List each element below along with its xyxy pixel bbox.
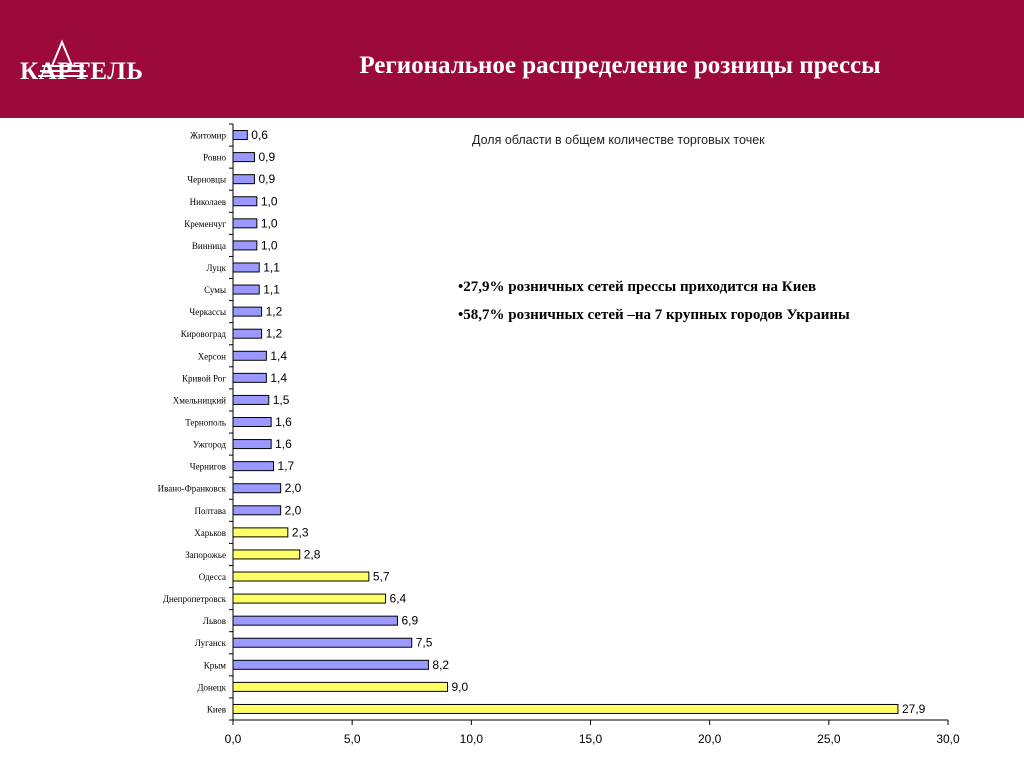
x-tick-label: 15,0 <box>579 732 603 746</box>
x-tick-label: 5,0 <box>344 732 361 746</box>
bar <box>232 196 258 207</box>
bar <box>232 483 282 494</box>
value-label: 1,1 <box>263 283 280 297</box>
category-label: Киев <box>207 704 226 714</box>
value-label: 1,0 <box>261 194 278 208</box>
bar <box>232 218 258 229</box>
bar <box>232 593 387 604</box>
bar <box>232 527 289 538</box>
x-tick-label: 10,0 <box>460 732 484 746</box>
note-kiev: •27,9% розничных сетей прессы приходится… <box>458 279 817 295</box>
value-label: 1,6 <box>275 437 292 451</box>
category-label: Тернополь <box>185 418 226 428</box>
value-label: 1,6 <box>275 415 292 429</box>
x-tick-label: 20,0 <box>698 732 722 746</box>
value-label: 1,0 <box>261 238 278 252</box>
value-label: 1,0 <box>261 216 278 230</box>
value-label: 5,7 <box>373 570 390 584</box>
value-label: 2,3 <box>292 525 309 539</box>
value-label: 9,0 <box>452 680 469 694</box>
bar <box>232 262 260 273</box>
category-label: Житомир <box>190 131 227 141</box>
bar <box>232 174 255 185</box>
value-label: 6,4 <box>390 592 407 606</box>
value-label: 1,4 <box>270 371 287 385</box>
category-label: Ужгород <box>193 440 227 450</box>
category-label: Донецк <box>197 682 226 692</box>
bar <box>232 637 413 648</box>
page-title: Региональное распределение розницы пресс… <box>359 52 881 79</box>
value-label: 6,9 <box>401 614 418 628</box>
category-label: Винница <box>192 241 226 251</box>
value-label: 8,2 <box>432 658 449 672</box>
category-label: Харьков <box>194 528 226 538</box>
bar <box>232 394 270 405</box>
x-tick-label: 25,0 <box>817 732 841 746</box>
category-label: Сумы <box>204 285 226 295</box>
value-label: 0,9 <box>258 150 275 164</box>
category-label: Львов <box>203 616 226 626</box>
bar <box>232 306 263 317</box>
category-label: Днепропетровск <box>163 594 227 604</box>
category-label: Кременчуг <box>184 219 226 229</box>
category-label: Николаев <box>190 197 226 207</box>
value-label: 27,9 <box>902 702 926 716</box>
x-tick-label: 0,0 <box>225 732 242 746</box>
category-label: Хмельницкий <box>173 395 226 405</box>
value-label: 7,5 <box>416 636 433 650</box>
value-label: 1,2 <box>266 327 283 341</box>
logo-text: КАРТЕЛЬ <box>20 58 144 85</box>
x-tick-label: 30,0 <box>936 732 960 746</box>
category-label: Черкассы <box>189 307 226 317</box>
category-label: Чернигов <box>190 462 226 472</box>
category-label: Луганск <box>195 638 227 648</box>
value-label: 0,6 <box>251 128 268 142</box>
bar <box>232 659 429 670</box>
value-label: 1,4 <box>270 349 287 363</box>
bar <box>232 372 267 383</box>
bar <box>232 350 267 361</box>
kartel-logo: КАРТЕЛЬ <box>18 38 188 94</box>
bar <box>232 505 282 516</box>
bar <box>232 152 255 163</box>
bar <box>232 284 260 295</box>
notes-block: •27,9% розничных сетей прессы приходится… <box>458 279 998 335</box>
value-label: 1,1 <box>263 260 280 274</box>
category-label: Херсон <box>198 351 226 361</box>
value-label: 0,9 <box>258 172 275 186</box>
value-label: 2,0 <box>285 503 302 517</box>
value-label: 1,2 <box>266 305 283 319</box>
bar <box>232 571 370 582</box>
bar <box>232 439 272 450</box>
category-label: Ивано-Франковск <box>158 484 227 494</box>
category-label: Одесса <box>199 572 226 582</box>
bar <box>232 417 272 427</box>
category-label: Кривой Рог <box>182 373 226 383</box>
category-label: Луцк <box>206 263 226 273</box>
value-label: 2,0 <box>285 481 302 495</box>
bar <box>232 681 448 692</box>
value-label: 1,7 <box>278 459 295 473</box>
category-label: Ровно <box>203 153 226 163</box>
value-label: 1,5 <box>273 393 290 407</box>
category-label: Запорожье <box>185 550 226 560</box>
header-bar: КАРТЕЛЬ Региональное распределение розни… <box>0 0 1024 118</box>
category-label: Черновцы <box>187 175 226 185</box>
chart-title: Доля области в общем количестве торговых… <box>472 133 765 147</box>
bar <box>232 130 248 141</box>
pyramid-logo-icon <box>38 39 88 77</box>
bar <box>232 703 899 714</box>
category-label: Кировоград <box>181 329 227 339</box>
category-label: Полтава <box>194 506 226 516</box>
bar <box>232 461 275 472</box>
bar <box>232 328 263 339</box>
bar <box>232 549 301 560</box>
bar <box>232 240 258 251</box>
note-big-cities: •58,7% розничных сетей –на 7 крупных гор… <box>458 307 850 323</box>
category-label: Крым <box>204 660 227 670</box>
bar <box>232 615 398 626</box>
value-label: 2,8 <box>304 547 321 561</box>
